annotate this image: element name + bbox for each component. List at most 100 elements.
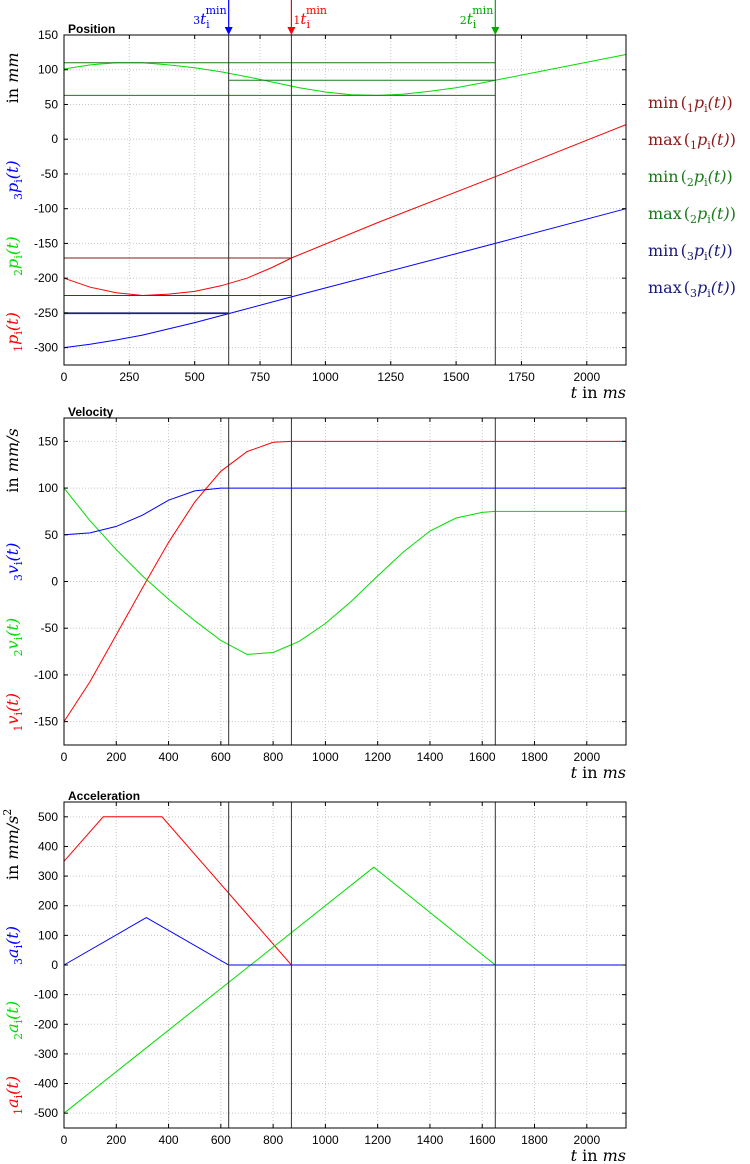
x-tick-label: 400: [159, 1133, 179, 1147]
x-tick-label: 200: [106, 750, 126, 764]
series-group: [63, 54, 627, 349]
y-unit-text: in mm/s: [3, 428, 22, 492]
series-line-p2: [63, 54, 627, 96]
panel-title: Position: [68, 22, 115, 36]
y-tick-label: -150: [34, 715, 58, 729]
y-series-label-1: 1pi(t): [3, 312, 25, 352]
series-line-p2: [63, 866, 626, 1114]
panel-title: Acceleration: [68, 789, 140, 803]
series-line-p1: [63, 816, 626, 966]
x-tick-label: 1600: [469, 1133, 496, 1147]
marker-arrow-3: 3timin: [193, 0, 233, 35]
y-tick-label: -300: [34, 341, 58, 355]
y-tick-label: -300: [34, 1047, 58, 1061]
legend-item-max-3: max (3pi(t)): [648, 278, 736, 300]
y-tick-label: -200: [34, 1017, 58, 1031]
legend-item-max-2: max (2pi(t)): [648, 204, 736, 226]
marker-label: 1timin: [293, 4, 327, 31]
y-tick-label: -500: [34, 1106, 58, 1120]
x-tick-label: 800: [263, 750, 283, 764]
y-tick-label: -100: [34, 202, 58, 216]
x-tick-label: 2000: [573, 370, 600, 384]
x-tick-label: 1750: [508, 370, 535, 384]
y-series-label-3-text: 3ai(t): [3, 926, 25, 965]
series-line-p3: [63, 917, 626, 966]
marker-arrow-head: [224, 27, 233, 35]
series-group: [63, 440, 626, 722]
grid: [63, 34, 626, 365]
y-tick-label: 300: [38, 869, 58, 883]
x-tick-label: 1800: [521, 1133, 548, 1147]
legend-item-min-3: min (3pi(t)): [648, 241, 733, 263]
x-tick-label: 2000: [573, 1133, 600, 1147]
y-tick-label: 200: [38, 899, 58, 913]
y-tick-label: -50: [41, 621, 59, 635]
series-line-p3: [63, 208, 627, 349]
legend-text: min (2pi(t)): [648, 167, 733, 189]
legend-text: max (3pi(t)): [648, 278, 736, 300]
x-tick-label: 1200: [364, 750, 391, 764]
legend-text: max (2pi(t)): [648, 204, 736, 226]
marker-arrow-head: [287, 27, 296, 35]
x-tick-label: 500: [185, 370, 205, 384]
x-tick-label: 600: [211, 1133, 231, 1147]
y-tick-label: 100: [38, 481, 58, 495]
x-tick-label: 0: [61, 750, 68, 764]
marker-arrow-1: 1timin: [287, 0, 327, 35]
y-tick-label: 50: [45, 528, 59, 542]
y-series-label-1-text: 1ai(t): [3, 1076, 25, 1115]
plot-frame: [63, 34, 627, 366]
y-unit-text: in mm/s2: [1, 809, 22, 880]
x-tick-label: 1800: [521, 750, 548, 764]
panel-velocity: 0 200 400 600 800 1000 1200 1400 1600 1800 2000150…: [3, 405, 627, 782]
y-tick-label: 0: [51, 132, 58, 146]
y-series-label-3: 3vi(t): [3, 543, 25, 582]
y-series-label-2: 2vi(t): [3, 618, 25, 657]
y-series-label-1-text: 1pi(t): [3, 312, 25, 352]
y-tick-label: 400: [38, 839, 58, 853]
legend: min (1pi(t)) max (1pi(t)) min (2pi(t)) max (2pi…: [648, 93, 736, 300]
legend-text: max (1pi(t)): [648, 130, 736, 152]
legend-item-max-1: max (1pi(t)): [648, 130, 736, 152]
y-series-label-1: 1ai(t): [3, 1076, 25, 1115]
series-line-p3: [63, 487, 626, 536]
x-axis-label: t in ms: [571, 1146, 626, 1164]
x-tick-label: 750: [250, 370, 270, 384]
y-series-label-2-text: 2pi(t): [3, 236, 25, 276]
x-tick-label: 1600: [469, 750, 496, 764]
x-tick-label: 250: [119, 370, 139, 384]
panel-acceleration: 0 200 400 600 800 1000 1200 1400 1600 1800 2000500…: [1, 789, 627, 1164]
marker-label: 3timin: [193, 4, 227, 31]
y-tick-label: -250: [34, 306, 58, 320]
y-series-label-3-text: 3vi(t): [3, 543, 25, 582]
y-tick-label: 0: [51, 958, 58, 972]
x-tick-label: 0: [61, 1133, 68, 1147]
ticks: 0 250 500 750 1000 1250 1500 1750 2000150100500-…: [34, 28, 626, 384]
y-series-label-1-text: 1vi(t): [3, 693, 25, 732]
series-line-p2: [63, 487, 626, 655]
series-line-p1: [63, 124, 627, 297]
x-axis-label: t in ms: [571, 763, 626, 782]
y-series-label-2: 2ai(t): [3, 1001, 25, 1040]
y-tick-label: 50: [45, 97, 59, 111]
y-tick-label: 500: [38, 810, 58, 824]
y-series-label-3: 3ai(t): [3, 926, 25, 965]
y-tick-label: -200: [34, 271, 58, 285]
marker-arrow-head: [491, 27, 500, 35]
x-tick-label: 800: [263, 1133, 283, 1147]
y-unit-label: in mm/s: [3, 428, 22, 492]
x-tick-label: 2000: [573, 750, 600, 764]
x-tick-label: 1400: [417, 1133, 444, 1147]
y-tick-label: -400: [34, 1077, 58, 1091]
x-tick-label: 400: [159, 750, 179, 764]
x-tick-label: 600: [211, 750, 231, 764]
y-series-label-3-text: 3pi(t): [3, 160, 25, 200]
x-tick-label: 1000: [312, 370, 339, 384]
legend-item-min-1: min (1pi(t)): [648, 93, 733, 115]
x-tick-label: 1000: [312, 750, 339, 764]
y-series-label-3: 3pi(t): [3, 160, 25, 200]
marker-arrow-2: 2timin: [460, 0, 500, 35]
x-tick-label: 1250: [377, 370, 404, 384]
x-tick-label: 200: [106, 1133, 126, 1147]
y-series-label-2-text: 2ai(t): [3, 1001, 25, 1040]
